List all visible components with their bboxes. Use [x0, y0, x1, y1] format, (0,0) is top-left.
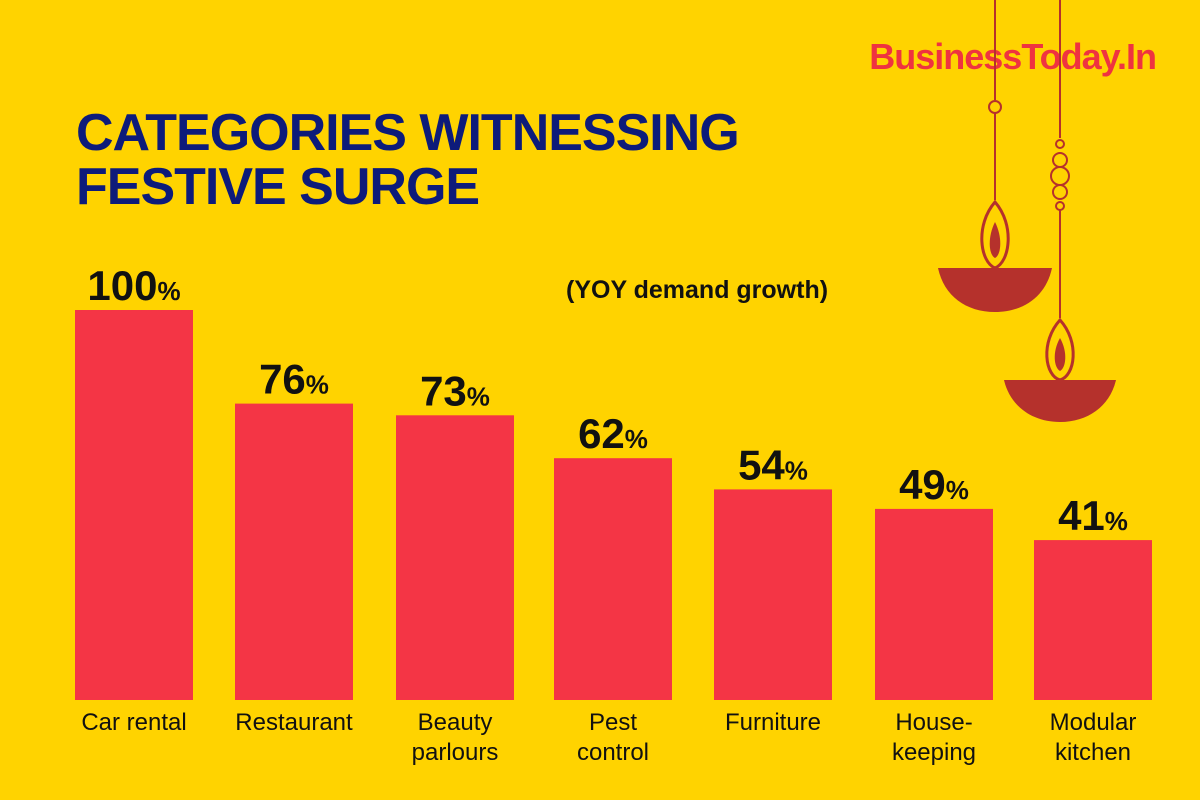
bar-value-label-1: 76% — [259, 356, 329, 403]
bar-value-label-6: 41% — [1058, 492, 1128, 539]
bar-1 — [235, 403, 353, 700]
category-label-4: Furniture — [725, 709, 821, 736]
title-line-1: CATEGORIES WITNESSING — [76, 104, 740, 162]
chart-subtitle: (YOY demand growth) — [566, 276, 829, 304]
bar-4 — [714, 489, 832, 700]
bar-6 — [1034, 540, 1152, 700]
bar-value-label-3: 62% — [578, 410, 648, 457]
bar-0 — [75, 310, 193, 700]
title-line-2: FESTIVE SURGE — [76, 158, 480, 216]
bar-value-label-4: 54% — [738, 441, 808, 488]
bar-2 — [396, 415, 514, 700]
category-label-1: Restaurant — [235, 709, 353, 736]
category-label-2: Beauty parlours — [412, 709, 499, 766]
diya-lamp-icon — [1004, 0, 1116, 422]
chart-title: CATEGORIES WITNESSING FESTIVE SURGE — [76, 104, 740, 216]
category-label-3: Pest control — [577, 709, 649, 766]
bar-value-label-2: 73% — [420, 367, 490, 414]
brand-logo: BusinessToday.In — [869, 36, 1157, 77]
diya-lamp-icon — [938, 0, 1052, 312]
bar-5 — [875, 508, 993, 700]
bar-value-label-5: 49% — [899, 461, 969, 508]
category-label-6: Modular kitchen — [1050, 709, 1137, 766]
category-label-5: House-keeping — [892, 709, 976, 766]
category-label-0: Car rental — [81, 709, 186, 736]
bar-value-label-0: 100% — [87, 262, 180, 309]
bar-3 — [554, 458, 672, 700]
